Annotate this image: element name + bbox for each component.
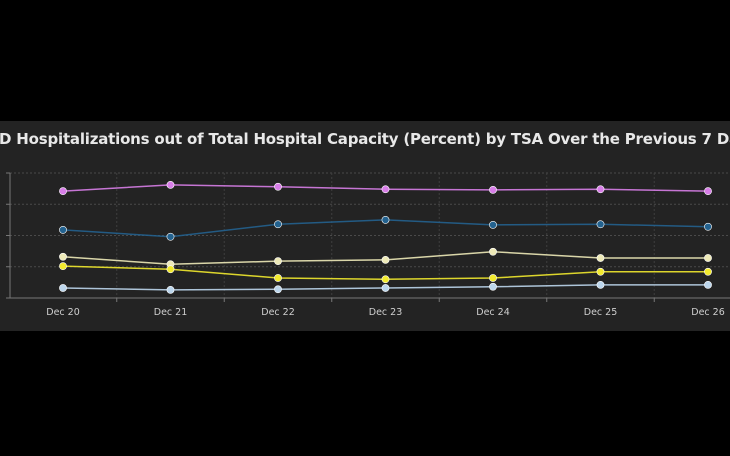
data-point-series-4 xyxy=(274,285,282,294)
data-point-series-1 xyxy=(166,232,175,241)
data-point-series-3 xyxy=(59,262,67,271)
data-point-series-4 xyxy=(596,280,605,289)
data-point-series-3 xyxy=(704,267,712,276)
data-point-series-2 xyxy=(704,254,712,262)
data-point-series-4 xyxy=(166,285,175,294)
data-point-series-2 xyxy=(381,255,390,264)
data-point-series-2 xyxy=(59,252,67,261)
data-point-series-0 xyxy=(166,180,175,189)
data-point-series-4 xyxy=(489,282,497,291)
data-point-series-3 xyxy=(166,265,175,274)
x-tick-label: Dec 23 xyxy=(369,307,403,318)
data-point-series-1 xyxy=(59,225,67,234)
data-point-series-2 xyxy=(489,247,497,256)
data-point-series-1 xyxy=(489,220,497,229)
data-point-series-0 xyxy=(704,187,712,196)
data-point-series-2 xyxy=(596,254,605,262)
data-point-series-1 xyxy=(596,220,605,229)
data-point-series-0 xyxy=(274,182,282,191)
data-point-series-3 xyxy=(274,274,282,282)
x-tick-label: Dec 25 xyxy=(584,307,618,318)
x-tick-label: Dec 26 xyxy=(691,307,725,318)
data-point-series-0 xyxy=(59,187,67,196)
data-point-series-1 xyxy=(274,220,282,229)
x-tick-label: Dec 22 xyxy=(261,307,295,318)
data-point-series-3 xyxy=(381,275,390,284)
chart-panel xyxy=(0,121,730,331)
chart-title: D Hospitalizations out of Total Hospital… xyxy=(0,130,730,148)
data-point-series-1 xyxy=(381,215,390,224)
data-point-series-3 xyxy=(596,267,605,276)
data-point-series-0 xyxy=(381,185,390,194)
data-point-series-0 xyxy=(489,185,497,194)
x-tick-label: Dec 24 xyxy=(476,307,510,318)
data-point-series-2 xyxy=(274,257,282,266)
data-point-series-4 xyxy=(704,280,712,289)
data-point-series-4 xyxy=(59,284,67,292)
data-point-series-3 xyxy=(489,274,497,282)
x-tick-label: Dec 21 xyxy=(154,307,188,318)
data-point-series-4 xyxy=(381,284,390,292)
x-tick-label: Dec 20 xyxy=(46,307,80,318)
data-point-series-0 xyxy=(596,185,605,194)
data-point-series-1 xyxy=(704,222,712,231)
